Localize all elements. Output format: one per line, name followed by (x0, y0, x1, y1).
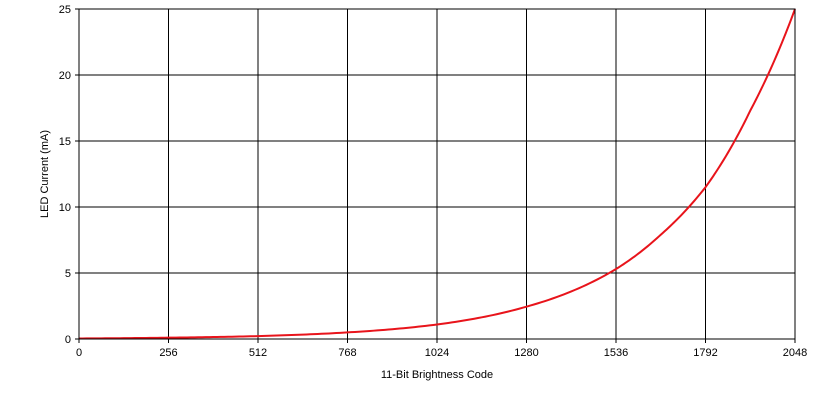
y-tick-label: 10 (59, 202, 71, 214)
x-tick-label: 256 (159, 347, 177, 359)
y-tick-label: 25 (59, 4, 71, 16)
y-axis-label: LED Current (mA) (39, 130, 51, 218)
x-tick-label: 2048 (783, 347, 807, 359)
x-tick-label: 1024 (425, 347, 449, 359)
y-axis-ticks: 0 5 10 15 20 25 (59, 4, 79, 346)
grid (78, 8, 796, 340)
x-tick-label: 1536 (604, 347, 628, 359)
x-tick-label: 0 (76, 347, 82, 359)
y-tick-label: 0 (65, 334, 71, 346)
x-tick-label: 1280 (514, 347, 538, 359)
x-tick-label: 512 (249, 347, 267, 359)
x-axis-label: 11-Bit Brightness Code (381, 369, 493, 381)
y-tick-label: 20 (59, 70, 71, 82)
x-tick-label: 1792 (693, 347, 717, 359)
series-layer (78, 8, 796, 340)
x-axis-ticks: 0 256 512 768 1024 1280 1536 1792 2048 (76, 339, 807, 359)
y-tick-label: 15 (59, 136, 71, 148)
x-tick-label: 768 (338, 347, 356, 359)
y-tick-label: 5 (65, 268, 71, 280)
led-current-series-line (78, 8, 796, 340)
